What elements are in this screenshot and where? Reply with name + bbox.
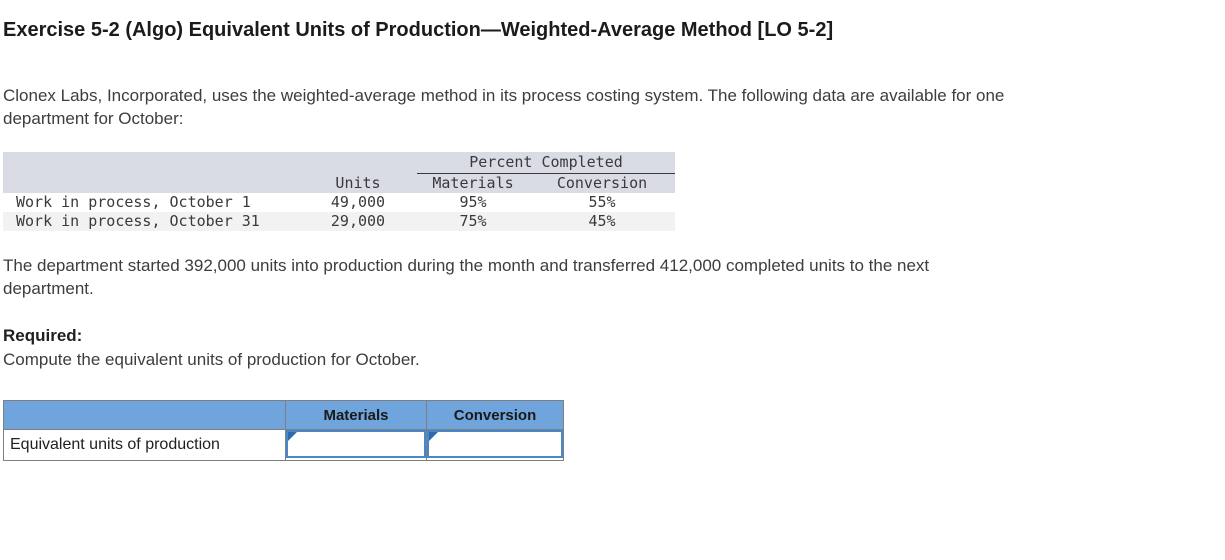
page-title: Exercise 5-2 (Algo) Equivalent Units of … [3,19,834,41]
materials-percent: 75% [417,212,529,231]
equivalent-units-answer-table: Materials Conversion Equivalent units of… [3,400,564,461]
answer-blank-header [3,400,286,430]
answer-col-materials: Materials [285,400,427,430]
conversion-input-box [427,430,563,458]
conversion-percent: 55% [588,193,616,211]
intro-line-1: Clonex Labs, Incorporated, uses the weig… [3,86,1005,105]
intro-line-2: department for October: [3,109,184,128]
percent-completed-header: Percent Completed [417,152,675,174]
materials-answer-cell [285,429,427,461]
instruction-text: Compute the equivalent units of producti… [3,350,420,369]
conversion-input[interactable] [429,432,561,456]
units-value: 29,000 [299,212,417,231]
intro-paragraph: Clonex Labs, Incorporated, uses the weig… [3,84,1205,130]
production-line-2: department. [3,279,94,298]
units-value: 49,000 [330,193,386,211]
answer-col-conversion: Conversion [426,400,564,430]
answer-row-label: Equivalent units of production [3,429,286,461]
answer-header-row: Materials Conversion [3,400,564,430]
answer-row-equivalent-units: Equivalent units of production [3,429,564,461]
col-header-materials: Materials [417,173,529,193]
percent-completed-header-row: Percent Completed [3,152,675,174]
production-paragraph: The department started 392,000 units int… [3,254,1205,300]
table-row-wip-october-1: Work in process, October 1 49,000 95% 55… [3,193,675,212]
row-label: Work in process, October 31 [3,212,299,231]
conversion-percent: 45% [529,212,675,231]
table-row-wip-october-31: Work in process, October 31 29,000 75% 4… [3,212,675,231]
materials-input-box [286,430,426,458]
col-header-units: Units [299,173,417,193]
exercise-page: Exercise 5-2 (Algo) Equivalent Units of … [3,19,1205,461]
production-line-1: The department started 392,000 units int… [3,256,930,275]
row-label: Work in process, October 1 [16,193,251,211]
conversion-answer-cell [426,429,564,461]
col-header-conversion: Conversion [529,173,675,193]
wip-data-table: Percent Completed Units Materials Conver… [3,152,675,231]
materials-input[interactable] [288,432,424,456]
required-label: Required: [3,326,83,345]
materials-percent: 95% [459,193,487,211]
column-header-row: Units Materials Conversion [3,173,675,193]
